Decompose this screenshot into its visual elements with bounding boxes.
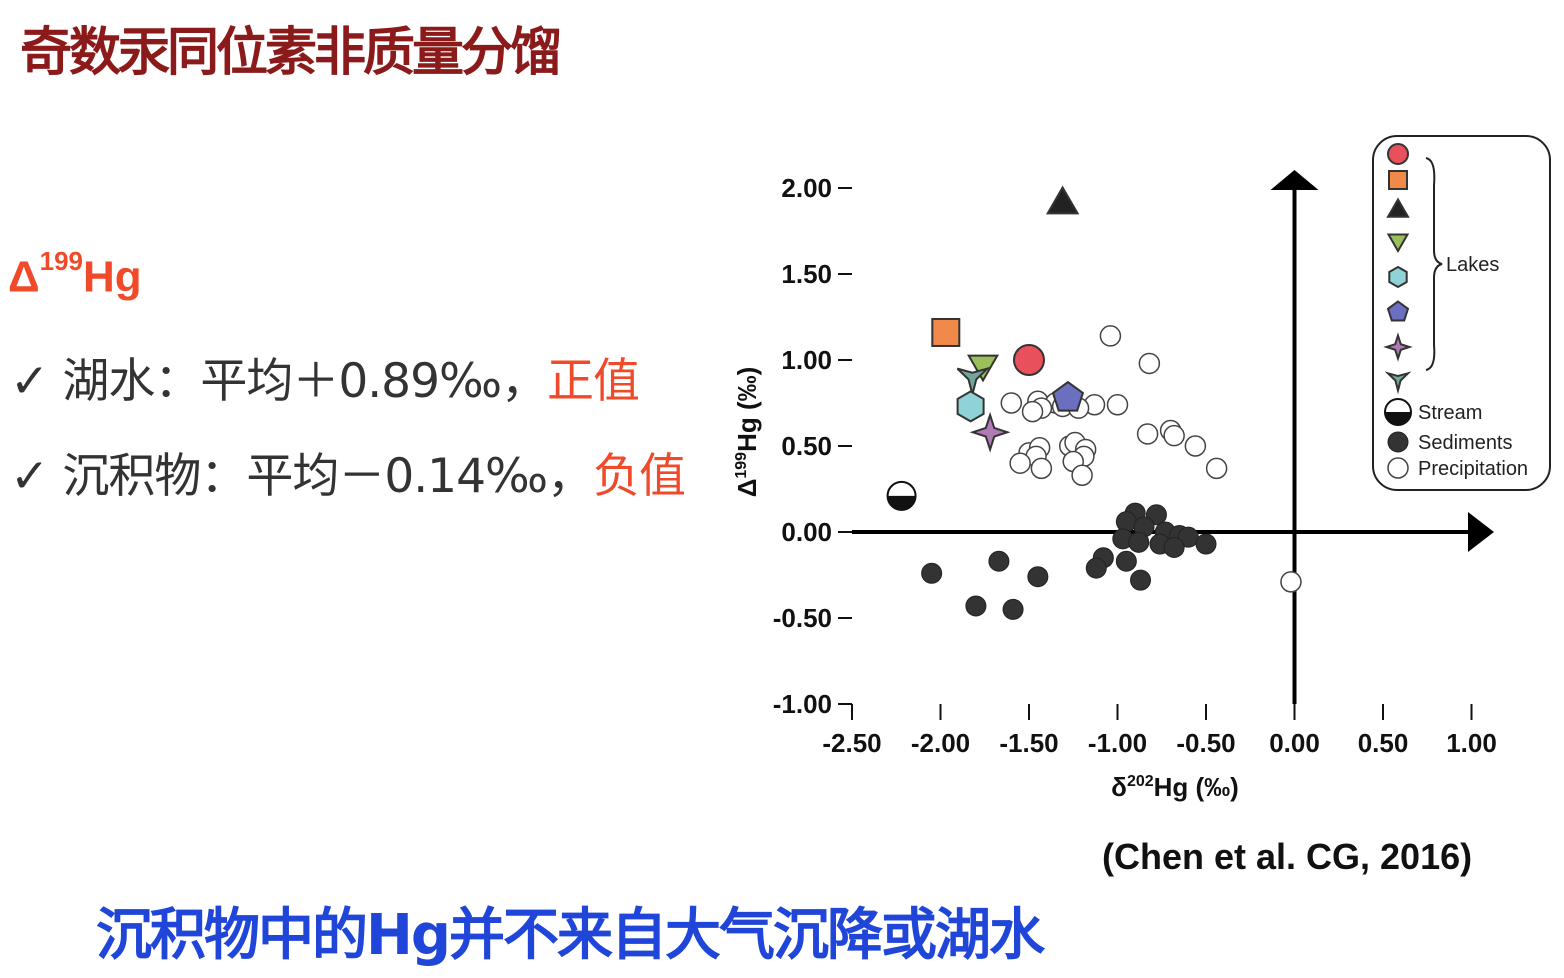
x-tick-label: -1.00 [1088, 728, 1147, 758]
precipitation-point [1205, 457, 1228, 480]
lake-point-tri-star [956, 366, 991, 399]
sediment-point [1027, 566, 1049, 588]
sediment-point [1128, 531, 1150, 553]
precipitation-point [1021, 400, 1044, 423]
heading-prefix: Δ [8, 252, 40, 302]
x-tick-label: 0.50 [1358, 728, 1409, 758]
y-tick-label: 0.50 [781, 431, 832, 461]
bullet-highlight: 正值 [547, 354, 640, 409]
x-tick-label: 1.00 [1446, 728, 1497, 758]
half-circle-fill [1385, 412, 1411, 425]
lake-point-triangle-up [1045, 185, 1080, 215]
check-icon: ✓ [10, 449, 49, 504]
half-circle-fill [887, 495, 916, 510]
x-axis-title-sup: 202 [1127, 773, 1154, 790]
x-tick-label: -2.50 [822, 728, 881, 758]
legend-marker-hexagon [1388, 265, 1408, 289]
precipitation-point [1030, 457, 1053, 480]
legend-marker-triangle-up [1386, 197, 1410, 218]
bullet-sediments: ✓ 沉积物：平均－0.14‰，负值 [10, 437, 686, 506]
y-axis-arrow-icon [1270, 170, 1319, 190]
precipitation-point [1280, 571, 1302, 593]
x-tick-label: -1.50 [999, 728, 1058, 758]
legend-box [1372, 135, 1551, 491]
heading-superscript: 199 [39, 246, 84, 276]
y-axis-title-sup: 199 [733, 452, 750, 479]
precipitation-point [1138, 352, 1161, 375]
bullet-highlight: 负值 [593, 449, 686, 504]
x-tick-label: -2.00 [911, 728, 970, 758]
sediment-point [988, 550, 1010, 572]
sediment-point [1115, 550, 1137, 572]
sediment-point [1195, 533, 1217, 555]
legend-brace [1425, 157, 1443, 371]
sediment-point [1002, 598, 1024, 620]
y-tick-label: 0.00 [781, 517, 832, 547]
precipitation-point [1163, 424, 1185, 447]
y-tick-label: 1.00 [781, 345, 832, 375]
sediment-point [1085, 557, 1107, 579]
lake-point-hexagon [956, 390, 985, 423]
precipitation-point [1136, 423, 1159, 445]
sediment-point [1115, 511, 1137, 533]
legend-marker-open-circle [1387, 457, 1409, 479]
legend-label-stream: Stream [1418, 402, 1482, 424]
precipitation-point [1099, 325, 1122, 347]
bullet-text: 沉积物：平均－0.14‰， [48, 449, 594, 504]
legend-marker-square [1388, 170, 1408, 190]
sediment-point [921, 562, 943, 584]
precipitation-point [1009, 452, 1031, 474]
y-axis-title-suffix: Hg (‰) [732, 367, 762, 452]
precipitation-point [1000, 392, 1023, 414]
lake-point-circle [1013, 344, 1045, 376]
slide-title: 奇数汞同位素非质量分馏 [20, 23, 562, 83]
legend-marker-tri-star [1384, 371, 1412, 395]
precipitation-point [1184, 435, 1207, 457]
x-axis-title: δ202Hg (‰) [1111, 772, 1239, 802]
legend-marker-pentagon [1386, 300, 1410, 322]
chart-legend: Lakes Stream Sediments Precipitation [1372, 135, 1551, 491]
lake-point-triangle-down [966, 354, 1000, 383]
legend-marker-circle [1387, 143, 1409, 165]
legend-marker-half-circle [1384, 398, 1412, 426]
conclusion-text: 沉积物中的Hg并不来自大气沉降或湖水 [96, 903, 1045, 968]
precipitation-point [1071, 464, 1093, 486]
bullet-lake-water: ✓ 湖水：平均＋0.89‰，正值 [10, 342, 640, 411]
legend-label-lakes: Lakes [1446, 254, 1499, 276]
chart-points [886, 185, 1302, 620]
x-axis-title-prefix: δ [1111, 772, 1127, 802]
legend-label-sediments: Sediments [1418, 432, 1513, 454]
precipitation-point [1106, 393, 1129, 416]
y-tick-label: 2.00 [781, 173, 832, 203]
legend-marker-star4 [1383, 332, 1413, 362]
delta-199hg-heading: Δ199Hg [8, 246, 142, 303]
sediment-point [1163, 536, 1185, 558]
stream-point [886, 480, 917, 511]
legend-marker-filled-circle [1387, 431, 1409, 453]
legend-label-precipitation: Precipitation [1418, 458, 1528, 480]
y-axis-title-prefix: Δ [732, 479, 762, 498]
sediment-point [1130, 569, 1152, 591]
legend-marker-triangle-down [1386, 233, 1410, 254]
y-tick-label: -1.00 [773, 689, 832, 719]
lake-point-star4 [969, 411, 1011, 453]
heading-suffix: Hg [83, 252, 142, 302]
citation: (Chen et al. CG, 2016) [1102, 836, 1473, 877]
lake-point-square [931, 317, 961, 347]
x-axis-title-suffix: Hg (‰) [1154, 772, 1239, 802]
chart-axes: -1.00 -0.50 0.00 0.50 1.00 1.50 2.00 -2.50 -2.00… [732, 170, 1497, 802]
y-tick-label: -0.50 [773, 603, 832, 633]
x-tick-label: 0.00 [1269, 728, 1320, 758]
x-tick-label: -0.50 [1176, 728, 1235, 758]
y-tick-label: 1.50 [781, 259, 832, 289]
lake-point-pentagon [1051, 380, 1085, 412]
sediment-point [965, 595, 987, 617]
bullet-text: 湖水：平均＋0.89‰， [48, 354, 548, 409]
check-icon: ✓ [10, 354, 49, 409]
x-axis-arrow-icon [1468, 512, 1494, 552]
y-axis-title: Δ199Hg (‰) [732, 367, 762, 498]
